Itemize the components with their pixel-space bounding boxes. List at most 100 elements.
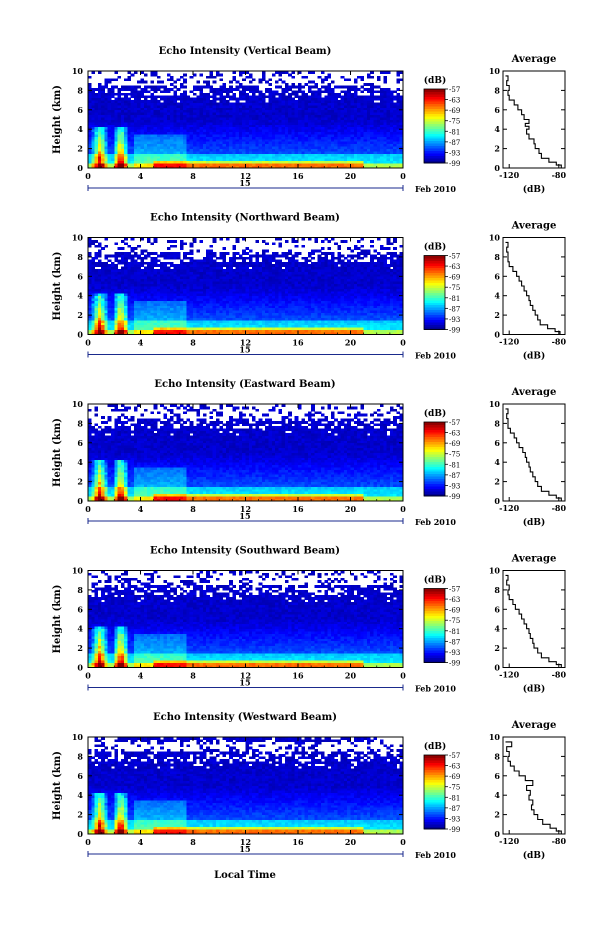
- heatmap-cell: [140, 102, 145, 106]
- heatmap-cell: [229, 305, 233, 309]
- heatmap-cell: [199, 269, 204, 272]
- heatmap-cell: [373, 151, 378, 154]
- heatmap-cell: [271, 158, 276, 162]
- heatmap-cell: [193, 332, 197, 335]
- heatmap-cell: [366, 121, 371, 125]
- heatmap-cell: [232, 315, 237, 318]
- heatmap-cell: [229, 322, 233, 326]
- heatmap-cell: [389, 131, 394, 135]
- heatmap-cell: [101, 160, 105, 164]
- heatmap-cell: [222, 276, 227, 280]
- heatmap-cell: [294, 100, 299, 103]
- heatmap-cell: [120, 305, 125, 309]
- heatmap-cell: [298, 165, 302, 169]
- heatmap-cell: [373, 153, 378, 157]
- heatmap-cell: [370, 75, 374, 79]
- heatmap-cell: [232, 95, 237, 99]
- heatmap-cell: [219, 256, 223, 260]
- heatmap-cell: [330, 160, 335, 164]
- heatmap-cell: [189, 143, 194, 147]
- heatmap-cell: [150, 298, 155, 301]
- heatmap-cell: [91, 286, 95, 289]
- heatmap-cell: [156, 158, 161, 162]
- heatmap-cell: [222, 112, 227, 116]
- heatmap-cell: [255, 104, 260, 108]
- heatmap-cell: [196, 151, 200, 154]
- heatmap-cell: [284, 71, 289, 74]
- heatmap-cell: [324, 78, 328, 82]
- heatmap-cell: [360, 102, 365, 106]
- heatmap-cell: [199, 273, 204, 277]
- heatmap-cell: [288, 104, 292, 108]
- heatmap-cell: [107, 300, 112, 304]
- heatmap-cell: [153, 269, 158, 272]
- heatmap-cell: [150, 136, 155, 140]
- heatmap-cell: [258, 151, 263, 154]
- heatmap-cell: [140, 119, 145, 123]
- heatmap-cell: [347, 87, 351, 91]
- heatmap-cell: [347, 165, 351, 169]
- heatmap-cell: [160, 141, 164, 145]
- heatmap-cell: [163, 138, 168, 142]
- heatmap-cell: [347, 126, 351, 130]
- heatmap-cell: [147, 102, 151, 106]
- heatmap-cell: [183, 307, 187, 311]
- heatmap-cell: [124, 107, 128, 111]
- heatmap-cell: [193, 141, 197, 145]
- heatmap-cell: [147, 107, 151, 111]
- heatmap-cell: [202, 148, 207, 152]
- heatmap-cell: [193, 160, 197, 164]
- heatmap-cell: [281, 107, 286, 111]
- heatmap-cell: [229, 295, 233, 299]
- heatmap-cell: [383, 117, 387, 120]
- heatmap-cell: [97, 153, 102, 157]
- heatmap-cell: [370, 134, 374, 137]
- heatmap-cell: [101, 310, 105, 314]
- heatmap-cell: [229, 302, 233, 306]
- heatmap-cell: [133, 148, 138, 152]
- heatmap-cell: [114, 269, 118, 272]
- heatmap-cell: [160, 124, 164, 128]
- heatmap-cell: [130, 332, 135, 335]
- heatmap-cell: [386, 117, 391, 120]
- heatmap-cell: [107, 143, 112, 147]
- heatmap-cell: [193, 138, 197, 142]
- heatmap-cell: [235, 129, 240, 133]
- heatmap-cell: [104, 244, 109, 248]
- heatmap-cell: [353, 134, 358, 137]
- heatmap-cell: [215, 317, 220, 321]
- colorbar-unit: (dB): [424, 75, 446, 86]
- heatmap-cell: [311, 92, 315, 96]
- heatmap-cell: [140, 281, 145, 284]
- heatmap-cell: [275, 124, 279, 128]
- heatmap-cell: [183, 264, 187, 267]
- heatmap-cell: [150, 261, 155, 265]
- heatmap-cell: [399, 138, 404, 142]
- heatmap-cell: [350, 126, 355, 130]
- heatmap-cell: [91, 124, 95, 128]
- heatmap-cell: [235, 288, 240, 292]
- heatmap-cell: [202, 288, 207, 292]
- heatmap-cell: [389, 158, 394, 162]
- heatmap-cell: [320, 124, 325, 128]
- heatmap-cell: [117, 151, 122, 154]
- heatmap-cell: [225, 317, 230, 321]
- heatmap-cell: [225, 237, 230, 241]
- heatmap-cell: [153, 104, 158, 108]
- heatmap-cell: [199, 90, 204, 94]
- heatmap-cell: [337, 165, 342, 169]
- heatmap-cell: [327, 158, 332, 162]
- heatmap-cell: [343, 104, 348, 108]
- heatmap-cell: [301, 129, 305, 133]
- heatmap-cell: [156, 102, 161, 106]
- heatmap-cell: [222, 315, 227, 318]
- heatmap-cell: [334, 160, 338, 164]
- heatmap-cell: [173, 332, 177, 335]
- heatmap-cell: [199, 332, 204, 335]
- heatmap-cell: [114, 271, 118, 275]
- heatmap-cell: [117, 114, 122, 118]
- heatmap-cell: [137, 312, 141, 316]
- heatmap-cell: [166, 295, 171, 299]
- heatmap-cell: [350, 121, 355, 125]
- heatmap-cell: [353, 151, 358, 154]
